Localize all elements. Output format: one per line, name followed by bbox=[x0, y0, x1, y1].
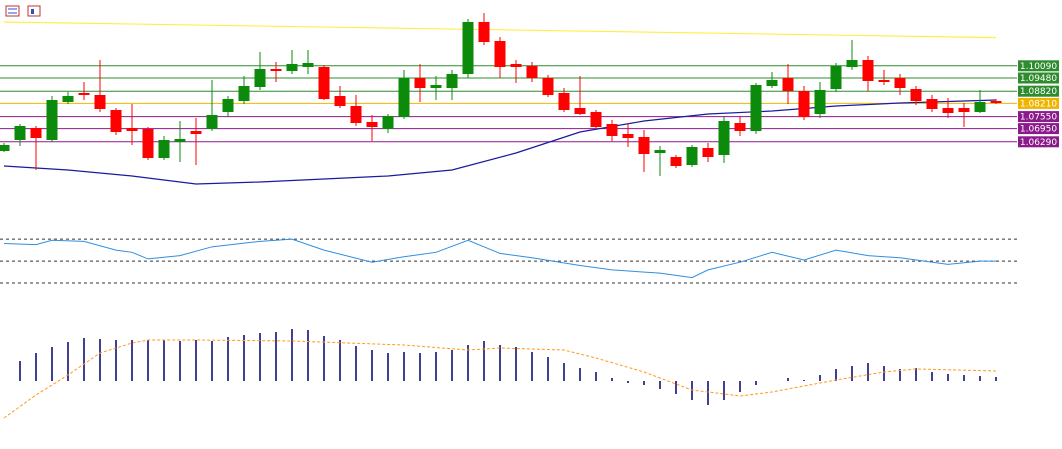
level-label: 1.07550 bbox=[1020, 113, 1057, 123]
icon[interactable] bbox=[27, 5, 41, 17]
candle-body bbox=[766, 80, 778, 86]
candle-body bbox=[878, 80, 890, 82]
candle-body bbox=[494, 41, 506, 67]
candle-body bbox=[526, 66, 538, 78]
candle-body bbox=[542, 78, 554, 95]
candle-body bbox=[382, 116, 394, 129]
icon-bar bbox=[31, 9, 34, 14]
candle-body bbox=[686, 147, 698, 165]
candle-body bbox=[46, 100, 58, 140]
candle-body bbox=[894, 78, 906, 88]
candle-body bbox=[750, 85, 762, 131]
level-label-box bbox=[1018, 60, 1059, 72]
level-label: 1.09480 bbox=[1020, 74, 1057, 84]
candle-body bbox=[830, 66, 842, 89]
candle-body bbox=[814, 90, 826, 114]
candle-body bbox=[398, 78, 410, 117]
level-label: 1.06290 bbox=[1020, 138, 1057, 148]
candle-body bbox=[190, 131, 202, 134]
candle-body bbox=[110, 110, 122, 132]
candle-body bbox=[942, 108, 954, 113]
level-label-box bbox=[1018, 123, 1059, 135]
candle-body bbox=[638, 137, 650, 154]
candle-body bbox=[926, 99, 938, 109]
candle-body bbox=[574, 108, 586, 114]
candle-body bbox=[510, 64, 522, 67]
candle-body bbox=[142, 129, 154, 158]
candle-body bbox=[622, 134, 634, 138]
candle-body bbox=[158, 140, 170, 158]
candle-body bbox=[0, 145, 10, 151]
level-label-box bbox=[1018, 72, 1059, 84]
candle-body bbox=[958, 108, 970, 112]
candle-body bbox=[446, 74, 458, 88]
toolbar-icons bbox=[5, 5, 41, 17]
candle-body bbox=[302, 63, 314, 67]
candle-body bbox=[270, 69, 282, 71]
candle-body bbox=[846, 60, 858, 67]
moving-average bbox=[3, 21, 997, 39]
candle-body bbox=[910, 89, 922, 101]
candle-body bbox=[702, 148, 714, 157]
candle-body bbox=[478, 22, 490, 42]
candle-body bbox=[174, 139, 186, 142]
candle-body bbox=[590, 112, 602, 127]
candle-body bbox=[318, 67, 330, 99]
level-label-box bbox=[1018, 97, 1059, 109]
candle-body bbox=[78, 93, 90, 95]
candle-body bbox=[62, 96, 74, 102]
candle-body bbox=[782, 78, 794, 91]
candle-body bbox=[14, 126, 26, 140]
candle-body bbox=[734, 123, 746, 131]
candle-body bbox=[30, 128, 42, 138]
level-label-box bbox=[1018, 111, 1059, 123]
candle-body bbox=[414, 78, 426, 88]
candle-body bbox=[462, 22, 474, 74]
candle-body bbox=[430, 85, 442, 88]
level-label: 1.10090 bbox=[1020, 62, 1057, 72]
candle-body bbox=[558, 93, 570, 110]
candle-body bbox=[718, 121, 730, 155]
level-label: 1.08210 bbox=[1020, 99, 1057, 109]
candle-body bbox=[798, 91, 810, 117]
candle-body bbox=[654, 150, 666, 153]
candle-body bbox=[238, 86, 250, 101]
candle-body bbox=[126, 128, 138, 131]
candle-body bbox=[222, 99, 234, 112]
moving-average bbox=[3, 99, 997, 185]
signal-line bbox=[3, 339, 997, 419]
level-label-box bbox=[1018, 136, 1059, 148]
level-label-box bbox=[1018, 85, 1059, 97]
candle-body bbox=[670, 157, 682, 166]
indicator-line bbox=[3, 238, 996, 279]
candle-body bbox=[206, 115, 218, 129]
candle-body bbox=[974, 102, 986, 112]
level-label: 1.06950 bbox=[1020, 125, 1057, 135]
candle-body bbox=[286, 64, 298, 71]
candle-body bbox=[366, 122, 378, 127]
candle-body bbox=[254, 69, 266, 87]
candle-body bbox=[334, 96, 346, 106]
candle-body bbox=[990, 101, 1002, 103]
level-label: 1.08820 bbox=[1020, 87, 1057, 97]
icon[interactable] bbox=[5, 5, 20, 17]
candle-body bbox=[350, 106, 362, 123]
candle-body bbox=[606, 124, 618, 136]
candle-body bbox=[94, 95, 106, 109]
candle-body bbox=[862, 60, 874, 81]
